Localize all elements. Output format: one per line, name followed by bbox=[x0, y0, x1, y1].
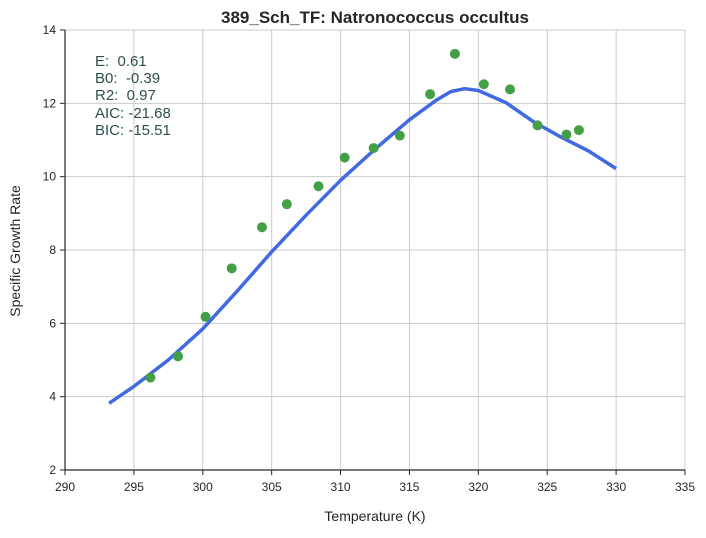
chart-title: 389_Sch_TF: Natronococcus occultus bbox=[221, 8, 529, 27]
tick-labels: 290 295 300 305 310 315 320 325 330 335 2 4 6 8 10 12 14 bbox=[43, 23, 696, 494]
axes bbox=[60, 29, 686, 475]
stat-e: E: 0.61 bbox=[95, 53, 147, 70]
data-point bbox=[394, 130, 405, 141]
data-point bbox=[313, 181, 324, 192]
x-tick-label: 305 bbox=[262, 480, 282, 494]
x-tick-label: 320 bbox=[468, 480, 488, 494]
stat-r2: R2: 0.97 bbox=[95, 87, 156, 104]
data-point bbox=[425, 89, 436, 100]
data-point bbox=[573, 125, 584, 136]
data-point bbox=[478, 79, 489, 90]
fit-statistics: E: 0.61 B0: -0.39 R2: 0.97 AIC: -21.68 B… bbox=[95, 53, 171, 139]
y-tick-label: 12 bbox=[43, 96, 57, 110]
data-point bbox=[257, 222, 268, 233]
fit-curve-layer bbox=[108, 86, 618, 405]
data-point bbox=[368, 143, 379, 154]
data-point bbox=[532, 120, 543, 131]
data-point bbox=[339, 152, 350, 163]
y-tick-label: 10 bbox=[43, 170, 57, 184]
data-point bbox=[561, 129, 572, 140]
data-points-layer bbox=[145, 48, 584, 383]
y-tick-label: 4 bbox=[49, 390, 56, 404]
x-tick-label: 290 bbox=[55, 480, 75, 494]
x-tick-label: 330 bbox=[606, 480, 626, 494]
data-point bbox=[281, 199, 292, 210]
stat-bic: BIC: -15.51 bbox=[95, 122, 171, 139]
x-tick-label: 295 bbox=[124, 480, 144, 494]
data-point bbox=[172, 351, 183, 362]
stat-b0: B0: -0.39 bbox=[95, 70, 160, 87]
y-tick-label: 6 bbox=[49, 316, 56, 330]
y-tick-label: 14 bbox=[43, 23, 57, 37]
stat-aic: AIC: -21.68 bbox=[95, 105, 171, 122]
data-point bbox=[200, 311, 211, 322]
data-point bbox=[449, 48, 460, 59]
data-point bbox=[505, 84, 516, 95]
data-point bbox=[226, 263, 237, 274]
grid bbox=[64, 29, 686, 471]
y-tick-label: 2 bbox=[49, 463, 56, 477]
x-tick-label: 315 bbox=[399, 480, 419, 494]
fit-curve bbox=[108, 86, 618, 405]
x-axis-label: Temperature (K) bbox=[324, 508, 425, 524]
x-tick-label: 300 bbox=[193, 480, 213, 494]
x-tick-label: 325 bbox=[537, 480, 557, 494]
y-axis-label: Specific Growth Rate bbox=[7, 185, 23, 317]
data-point bbox=[145, 372, 156, 383]
x-tick-label: 335 bbox=[675, 480, 695, 494]
y-tick-label: 8 bbox=[49, 243, 56, 257]
x-tick-label: 310 bbox=[331, 480, 351, 494]
